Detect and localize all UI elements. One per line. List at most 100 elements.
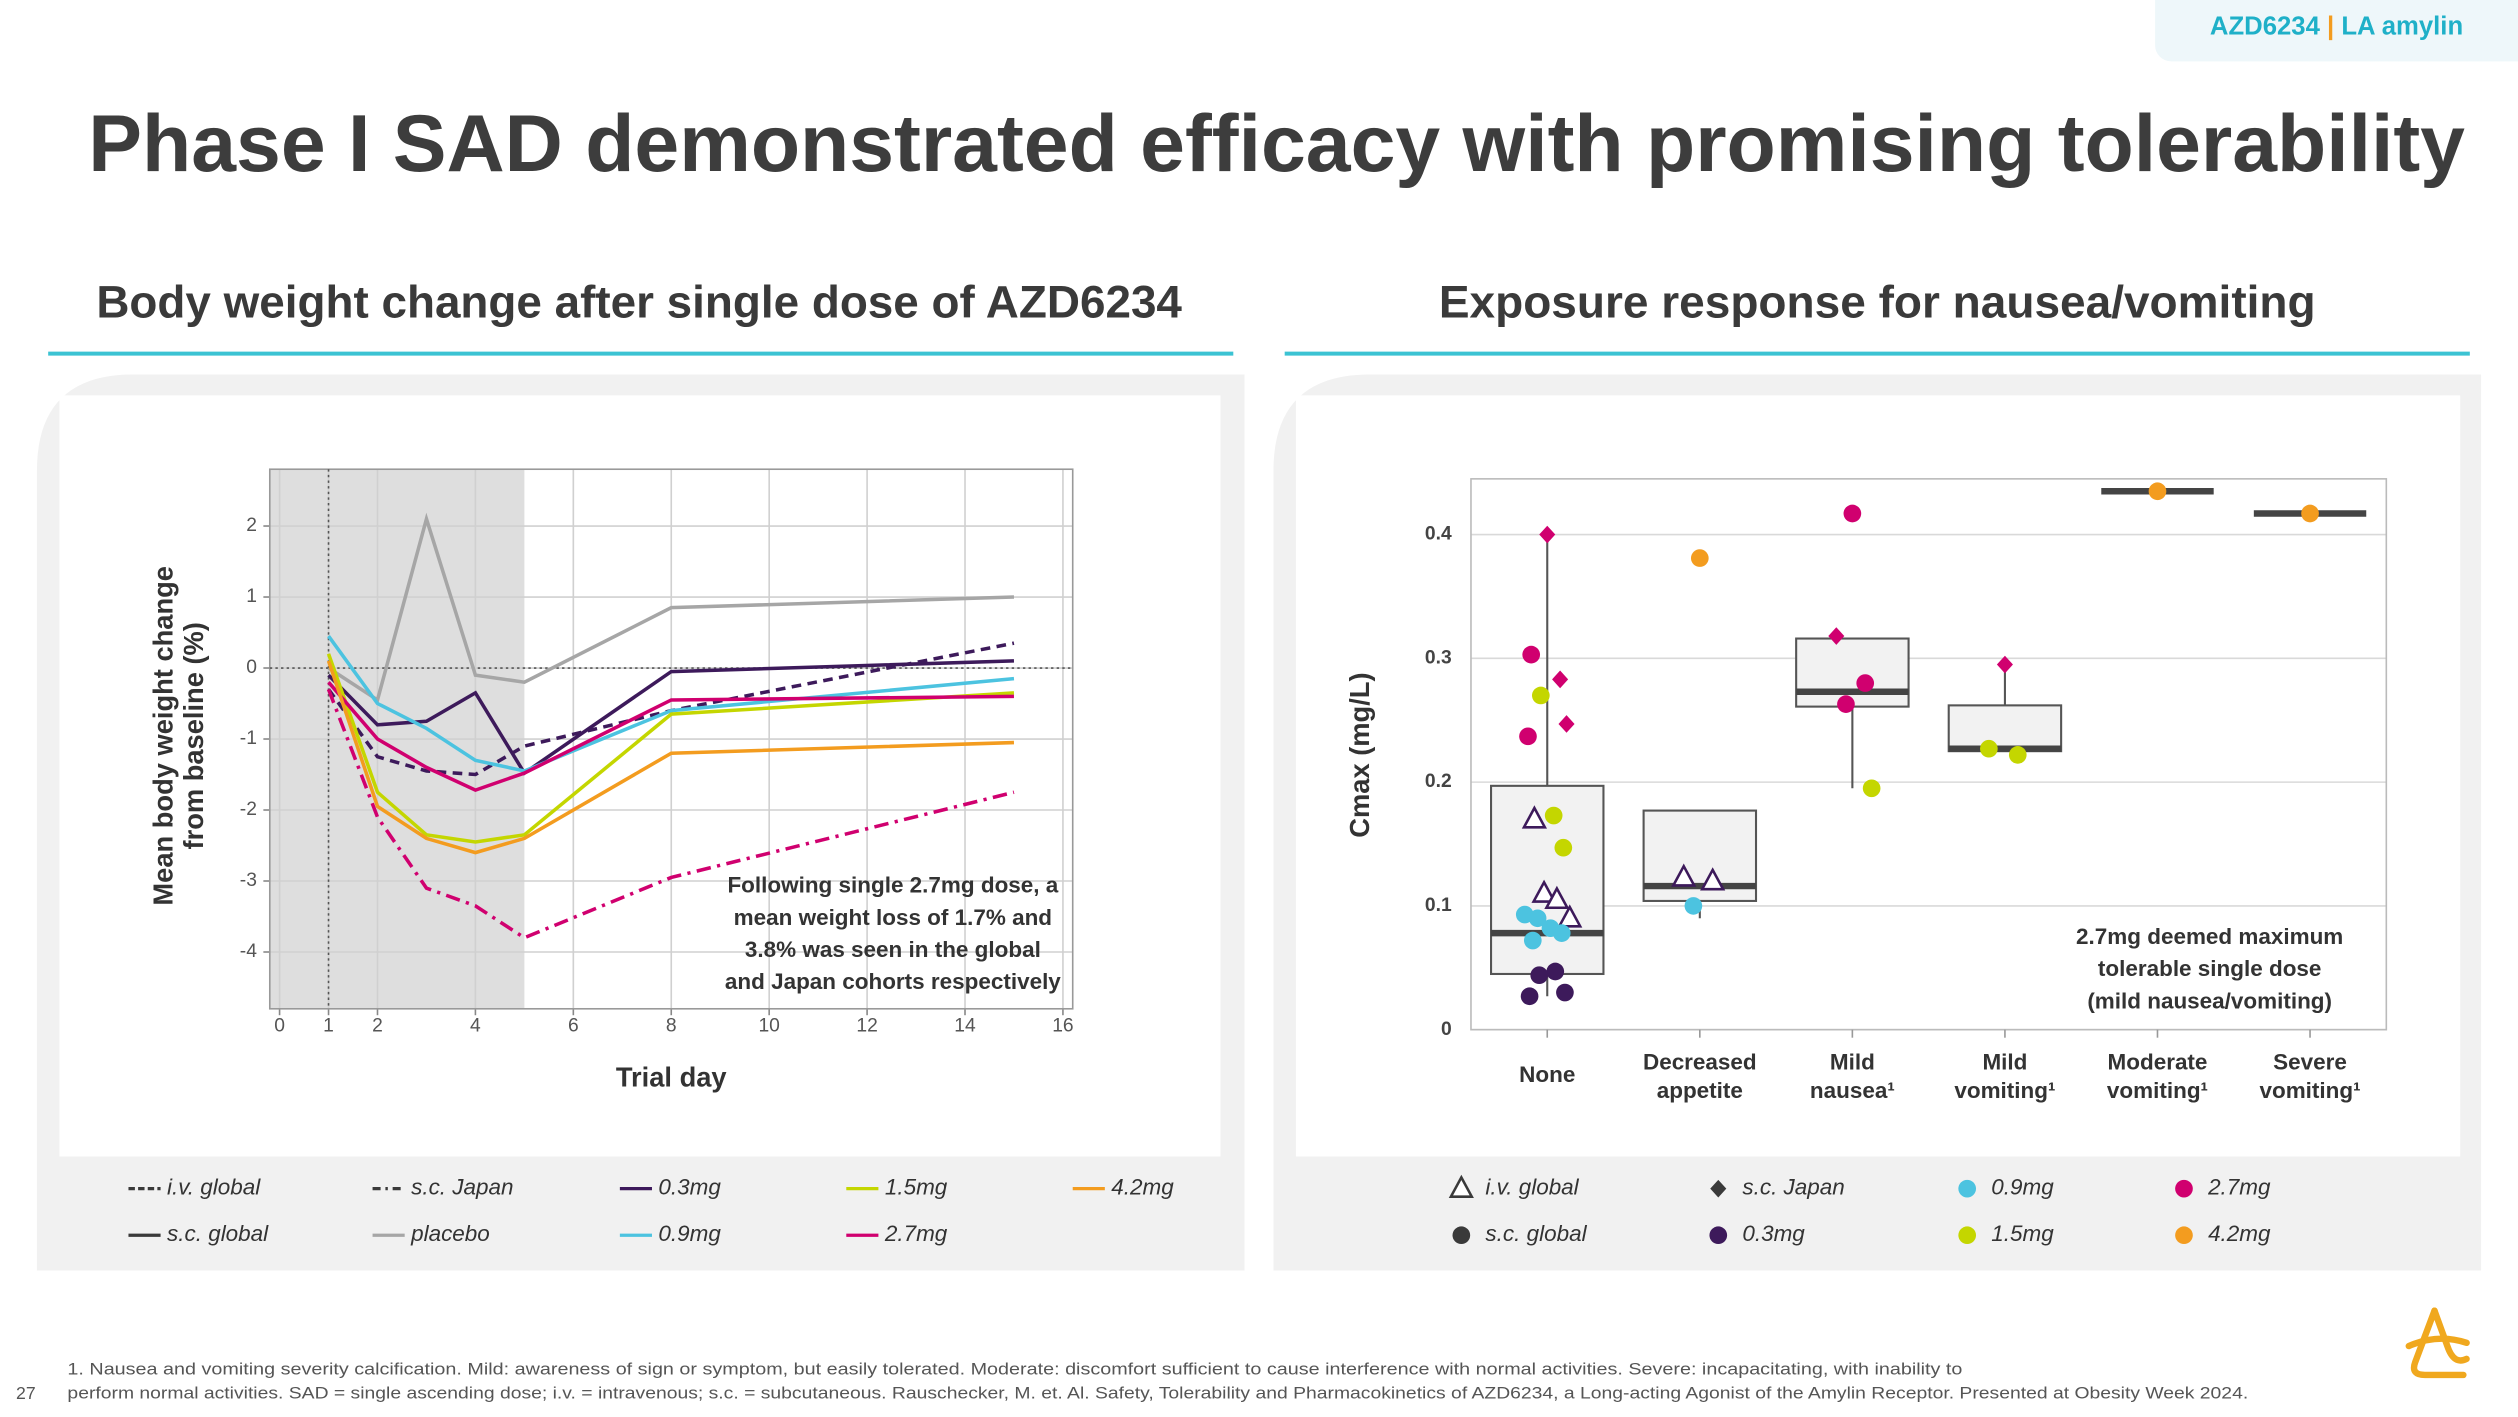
plot-frame: [1470, 478, 2388, 1031]
y-tick-label: 1: [246, 586, 257, 607]
x-tick-label: appetite: [1657, 1078, 1743, 1103]
annotation: and Japan cohorts respectively: [725, 969, 1061, 994]
slide-title: Phase I SAD demonstrated efficacy with p…: [88, 99, 2465, 189]
charts: Body weight change after single dose of …: [96, 276, 2388, 1246]
point: [1837, 695, 1855, 713]
point: [1519, 727, 1537, 746]
panel-left-plot-bg: [59, 395, 1221, 1157]
legend-label: 1.5mg: [1991, 1221, 2054, 1246]
page-number: 27: [16, 1383, 36, 1403]
y-tick-label: 0: [1441, 1019, 1452, 1040]
badge-tag: LA amylin: [2341, 12, 2463, 40]
legend-swatch: [1709, 1226, 1728, 1245]
point: [1539, 525, 1556, 544]
x-tick-label: 10: [758, 1016, 779, 1037]
annotation: mean weight loss of 1.7% and: [734, 905, 1052, 930]
series-line: [326, 660, 1015, 855]
point: [1828, 627, 1845, 645]
series-line: [326, 688, 1015, 940]
x-tick-label: 2: [372, 1016, 383, 1037]
legend-label: 2.7mg: [2207, 1175, 2271, 1200]
legend-label: 1.5mg: [885, 1175, 948, 1200]
x-tick-label: 14: [954, 1016, 976, 1037]
point: [1556, 983, 1574, 1002]
x-tick-label: vomiting¹: [2107, 1078, 2208, 1103]
y-tick-label: 0: [246, 657, 257, 678]
badge-bg: [2155, 0, 2518, 62]
badge-separator: |: [2327, 12, 2334, 40]
legend-label: i.v. global: [1485, 1175, 1579, 1200]
legend-label: s.c. Japan: [1742, 1175, 1844, 1200]
legend-swatch: [2175, 1226, 2193, 1245]
x-tick-label: 12: [856, 1016, 877, 1037]
logo: [2405, 1307, 2470, 1379]
chart-title: Body weight change after single dose of …: [96, 276, 1182, 327]
footnote: 1. Nausea and vomiting severity calcific…: [67, 1360, 1962, 1379]
x-axis-title: Trial day: [616, 1062, 728, 1093]
box: [1795, 637, 1910, 708]
point: [1530, 966, 1549, 985]
point: [1544, 806, 1563, 825]
point: [1531, 686, 1550, 705]
legend-label: i.v. global: [167, 1175, 261, 1200]
plot-frame: [268, 468, 1074, 1010]
point: [1520, 987, 1539, 1006]
legend-label: 0.9mg: [658, 1221, 721, 1246]
annotation: Following single 2.7mg dose, a: [727, 873, 1058, 898]
series-line: [327, 681, 1014, 793]
annotation: tolerable single dose: [2098, 956, 2322, 981]
x-tick-label: 4: [470, 1016, 481, 1037]
x-tick-label: 1: [323, 1016, 334, 1037]
annotation: 2.7mg deemed maximum: [2076, 924, 2343, 949]
annotation: (mild nausea/vomiting): [2087, 988, 2332, 1013]
legend-swatch: [1452, 1226, 1471, 1245]
legend-label: 4.2mg: [2208, 1221, 2271, 1246]
badge-product: AZD6234: [2210, 12, 2321, 40]
y-tick-label: 0.3: [1425, 647, 1452, 668]
y-tick-label: 2: [246, 515, 257, 536]
point: [1522, 645, 1541, 664]
series-line: [327, 512, 1015, 703]
point: [1856, 674, 1875, 692]
point: [1700, 867, 1726, 891]
point: [1544, 885, 1570, 910]
point: [1554, 838, 1573, 857]
point: [1528, 909, 1547, 928]
legend-label: 4.2mg: [1111, 1175, 1174, 1200]
y-axis-title: from baseline (%): [178, 622, 209, 849]
point: [1531, 879, 1557, 903]
y-tick-label: -2: [240, 799, 257, 820]
point: [1671, 863, 1697, 887]
x-tick-label: 16: [1052, 1016, 1073, 1037]
x-tick-label: Moderate: [2108, 1049, 2208, 1074]
legend-label: placebo: [410, 1221, 490, 1246]
y-axis-title: Cmax (mg/L): [1344, 672, 1375, 837]
point: [1996, 655, 2013, 674]
point: [1521, 805, 1548, 829]
point: [2148, 482, 2167, 501]
point: [1690, 549, 1709, 567]
series-line: [327, 635, 1015, 773]
x-tick-label: vomiting¹: [2259, 1078, 2360, 1103]
x-tick-label: Mild: [1830, 1049, 1875, 1074]
x-tick-label: 6: [568, 1016, 579, 1037]
point: [1862, 779, 1881, 798]
y-tick-label: -1: [240, 728, 257, 749]
legend-swatch: [1958, 1179, 1977, 1198]
y-tick-label: 0.1: [1425, 895, 1452, 916]
annotation: 3.8% was seen in the global: [745, 937, 1041, 962]
legend-swatch: [1710, 1179, 1727, 1198]
y-tick-label: -3: [240, 870, 257, 891]
point: [2008, 746, 2027, 764]
point: [1552, 924, 1571, 942]
series-line: [326, 653, 1015, 844]
legend-label: s.c. global: [167, 1221, 269, 1246]
box: [1947, 704, 2063, 753]
y-tick-label: -4: [240, 941, 257, 962]
chart-title: Exposure response for nausea/vomiting: [1439, 276, 2316, 327]
legend-label: 0.3mg: [1742, 1221, 1805, 1246]
legend-swatch: [1448, 1174, 1474, 1198]
legend-label: 0.3mg: [658, 1175, 721, 1200]
x-tick-label: Severe: [2273, 1049, 2347, 1074]
x-tick-label: Mild: [1982, 1049, 2027, 1074]
